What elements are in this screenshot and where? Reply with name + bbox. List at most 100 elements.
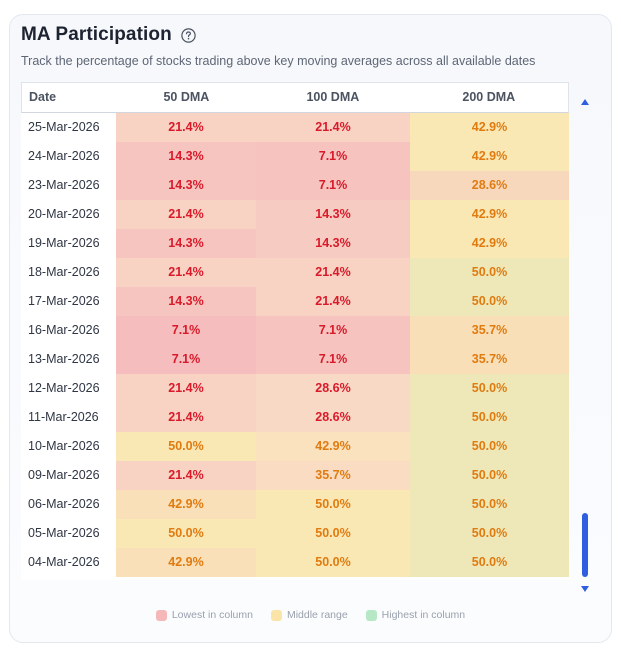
table-row: 23-Mar-2026 14.3% 7.1% 28.6% <box>21 171 569 200</box>
cell-100-dma: 50.0% <box>256 519 410 548</box>
cell-50-dma: 14.3% <box>116 142 256 171</box>
legend-item: Lowest in column <box>155 609 253 621</box>
cell-100-dma: 14.3% <box>256 200 410 229</box>
cell-50-dma: 21.4% <box>116 461 256 490</box>
cell-date: 24-Mar-2026 <box>21 142 116 171</box>
table-row: 13-Mar-2026 7.1% 7.1% 35.7% <box>21 345 569 374</box>
header-50-dma[interactable]: 50 DMA <box>163 90 210 104</box>
cell-date: 20-Mar-2026 <box>21 200 116 229</box>
header-100-dma[interactable]: 100 DMA <box>306 90 360 104</box>
panel-subtitle: Track the percentage of stocks trading a… <box>21 54 536 68</box>
cell-50-dma: 50.0% <box>116 519 256 548</box>
cell-100-dma: 7.1% <box>256 345 410 374</box>
cell-date: 05-Mar-2026 <box>21 519 116 548</box>
cell-50-dma: 14.3% <box>116 171 256 200</box>
legend-swatch <box>155 609 167 621</box>
cell-50-dma: 21.4% <box>116 200 256 229</box>
cell-100-dma: 50.0% <box>256 490 410 519</box>
table-row: 19-Mar-2026 14.3% 14.3% 42.9% <box>21 229 569 258</box>
title-row: MA Participation <box>21 24 196 46</box>
cell-100-dma: 28.6% <box>256 374 410 403</box>
cell-50-dma: 21.4% <box>116 258 256 287</box>
table-header: Date 50 DMA 100 DMA 200 DMA <box>21 82 569 113</box>
cell-100-dma: 21.4% <box>256 287 410 316</box>
cell-50-dma: 14.3% <box>116 287 256 316</box>
cell-200-dma: 50.0% <box>410 432 569 461</box>
cell-200-dma: 50.0% <box>410 287 569 316</box>
table-row: 04-Mar-2026 42.9% 50.0% 50.0% <box>21 548 569 577</box>
cell-100-dma: 21.4% <box>256 258 410 287</box>
color-legend: Lowest in column Middle range Highest in c… <box>0 609 621 621</box>
table-body: 25-Mar-2026 21.4% 21.4% 42.9% 24-Mar-2026 14.… <box>21 113 569 577</box>
legend-label: Middle range <box>286 609 348 621</box>
help-question-icon[interactable] <box>181 27 196 43</box>
cell-100-dma: 42.9% <box>256 432 410 461</box>
legend-label: Lowest in column <box>171 609 253 621</box>
cell-200-dma: 50.0% <box>410 374 569 403</box>
cell-date: 06-Mar-2026 <box>21 490 116 519</box>
cell-200-dma: 42.9% <box>410 113 569 142</box>
cell-200-dma: 50.0% <box>410 519 569 548</box>
cell-100-dma: 28.6% <box>256 403 410 432</box>
cell-200-dma: 35.7% <box>410 316 569 345</box>
cell-date: 18-Mar-2026 <box>21 258 116 287</box>
table-row: 16-Mar-2026 7.1% 7.1% 35.7% <box>21 316 569 345</box>
header-200-dma[interactable]: 200 DMA <box>462 90 516 104</box>
cell-200-dma: 50.0% <box>410 258 569 287</box>
cell-200-dma: 50.0% <box>410 548 569 577</box>
cell-date: 16-Mar-2026 <box>21 316 116 345</box>
scroll-down-arrow-icon[interactable] <box>581 586 589 592</box>
cell-50-dma: 21.4% <box>116 113 256 142</box>
legend-swatch <box>270 609 282 621</box>
table-row: 06-Mar-2026 42.9% 50.0% 50.0% <box>21 490 569 519</box>
panel-title: MA Participation <box>21 24 172 45</box>
cell-date: 12-Mar-2026 <box>21 374 116 403</box>
cell-200-dma: 42.9% <box>410 229 569 258</box>
table-row: 10-Mar-2026 50.0% 42.9% 50.0% <box>21 432 569 461</box>
cell-200-dma: 35.7% <box>410 345 569 374</box>
cell-50-dma: 50.0% <box>116 432 256 461</box>
cell-50-dma: 7.1% <box>116 345 256 374</box>
table-row: 20-Mar-2026 21.4% 14.3% 42.9% <box>21 200 569 229</box>
cell-50-dma: 42.9% <box>116 490 256 519</box>
cell-date: 09-Mar-2026 <box>21 461 116 490</box>
cell-200-dma: 50.0% <box>410 490 569 519</box>
cell-100-dma: 7.1% <box>256 142 410 171</box>
cell-date: 17-Mar-2026 <box>21 287 116 316</box>
cell-date: 23-Mar-2026 <box>21 171 116 200</box>
table-row: 18-Mar-2026 21.4% 21.4% 50.0% <box>21 258 569 287</box>
cell-200-dma: 42.9% <box>410 200 569 229</box>
table-row: 25-Mar-2026 21.4% 21.4% 42.9% <box>21 113 569 142</box>
cell-200-dma: 50.0% <box>410 403 569 432</box>
table-row: 12-Mar-2026 21.4% 28.6% 50.0% <box>21 374 569 403</box>
cell-date: 04-Mar-2026 <box>21 548 116 577</box>
cell-50-dma: 21.4% <box>116 403 256 432</box>
legend-label: Highest in column <box>381 609 466 621</box>
scrollbar-thumb[interactable] <box>582 513 588 577</box>
header-date[interactable]: Date <box>29 90 57 104</box>
cell-date: 19-Mar-2026 <box>21 229 116 258</box>
cell-100-dma: 7.1% <box>256 171 410 200</box>
scroll-up-arrow-icon[interactable] <box>581 99 589 105</box>
table-row: 05-Mar-2026 50.0% 50.0% 50.0% <box>21 519 569 548</box>
cell-date: 11-Mar-2026 <box>21 403 116 432</box>
cell-100-dma: 35.7% <box>256 461 410 490</box>
table-row: 24-Mar-2026 14.3% 7.1% 42.9% <box>21 142 569 171</box>
table-row: 09-Mar-2026 21.4% 35.7% 50.0% <box>21 461 569 490</box>
table-row: 11-Mar-2026 21.4% 28.6% 50.0% <box>21 403 569 432</box>
cell-100-dma: 14.3% <box>256 229 410 258</box>
cell-date: 10-Mar-2026 <box>21 432 116 461</box>
cell-date: 13-Mar-2026 <box>21 345 116 374</box>
cell-200-dma: 42.9% <box>410 142 569 171</box>
cell-50-dma: 42.9% <box>116 548 256 577</box>
table-row: 17-Mar-2026 14.3% 21.4% 50.0% <box>21 287 569 316</box>
cell-50-dma: 14.3% <box>116 229 256 258</box>
cell-date: 25-Mar-2026 <box>21 113 116 142</box>
ma-table[interactable]: Date 50 DMA 100 DMA 200 DMA 25-Mar-2026 2… <box>21 82 569 580</box>
cell-50-dma: 7.1% <box>116 316 256 345</box>
legend-swatch <box>365 609 377 621</box>
cell-200-dma: 50.0% <box>410 461 569 490</box>
cell-100-dma: 7.1% <box>256 316 410 345</box>
cell-50-dma: 21.4% <box>116 374 256 403</box>
legend-item: Middle range <box>270 609 348 621</box>
